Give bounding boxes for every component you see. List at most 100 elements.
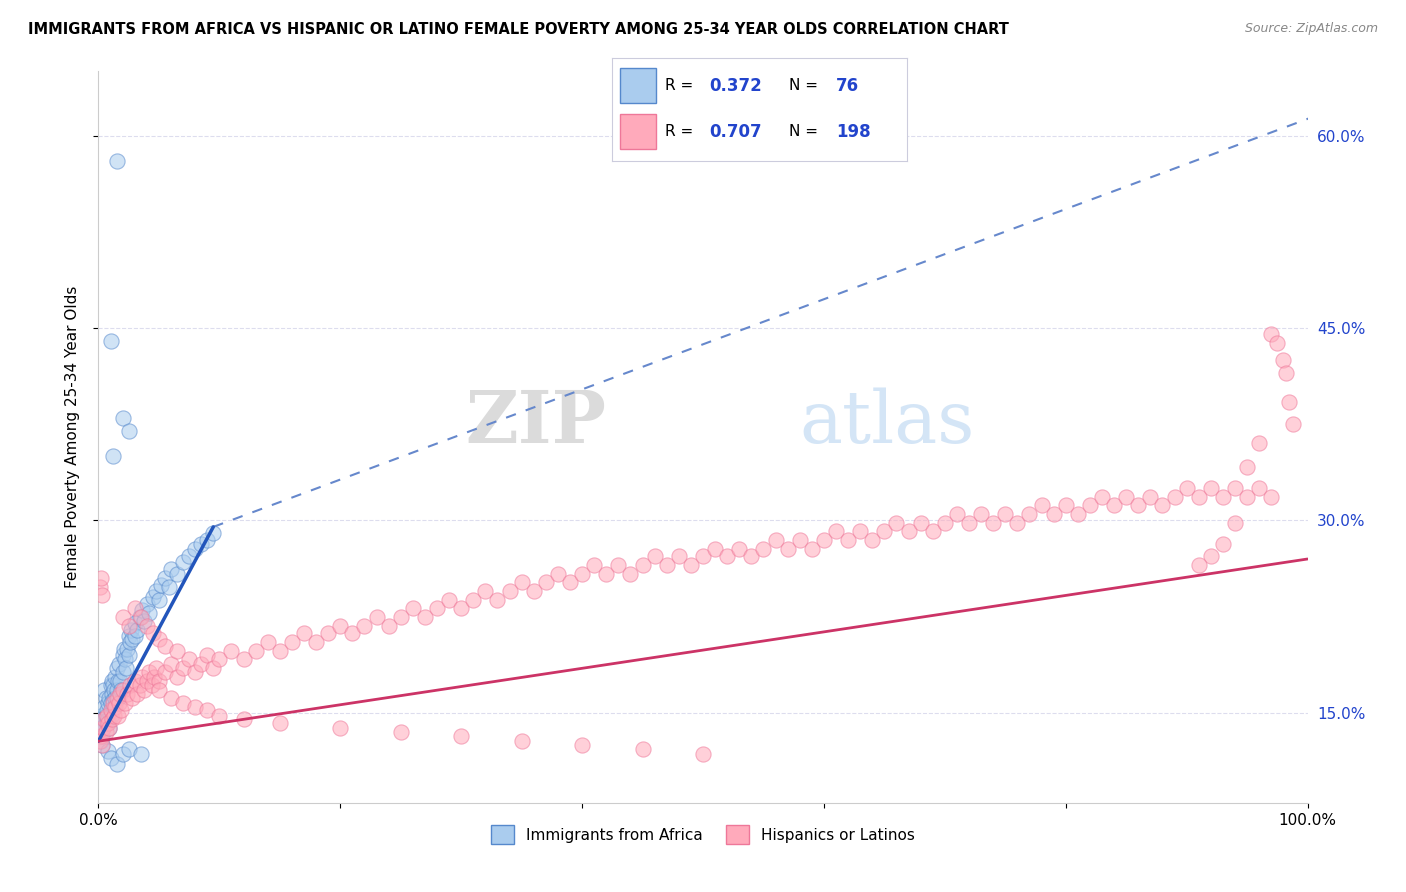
Point	[692, 549, 714, 564]
Point	[281, 635, 304, 649]
Point	[100, 678, 122, 692]
Point	[1078, 498, 1101, 512]
Point	[111, 665, 134, 679]
Point	[631, 742, 654, 756]
Point	[450, 729, 472, 743]
Point	[131, 670, 153, 684]
Point	[825, 524, 848, 538]
Point	[97, 712, 120, 726]
Point	[94, 708, 117, 723]
Point	[184, 541, 207, 556]
Point	[728, 541, 751, 556]
Point	[98, 722, 121, 736]
Point	[117, 687, 139, 701]
Point	[256, 635, 278, 649]
Point	[96, 716, 118, 731]
Point	[135, 673, 157, 688]
Point	[153, 571, 176, 585]
Point	[150, 577, 173, 591]
Point	[631, 558, 654, 573]
Point	[679, 558, 702, 573]
Text: 0.372: 0.372	[709, 77, 762, 95]
Point	[595, 567, 617, 582]
Point	[221, 644, 243, 658]
Text: 0.707: 0.707	[709, 123, 762, 141]
Point	[1236, 459, 1258, 474]
Point	[160, 690, 183, 705]
Point	[970, 507, 993, 521]
Point	[897, 524, 920, 538]
Point	[120, 623, 142, 637]
Point	[232, 652, 254, 666]
Point	[96, 708, 118, 723]
Point	[124, 629, 146, 643]
Point	[121, 690, 143, 705]
Point	[145, 584, 167, 599]
Point	[117, 641, 139, 656]
Point	[111, 609, 134, 624]
Bar	[620, 69, 655, 103]
Point	[910, 516, 932, 530]
Text: R =: R =	[665, 78, 697, 93]
Point	[195, 648, 218, 663]
Point	[426, 600, 449, 615]
Point	[100, 751, 122, 765]
Point	[1199, 482, 1222, 496]
Point	[111, 648, 134, 663]
Point	[112, 641, 135, 656]
Point	[474, 584, 496, 599]
Point	[886, 516, 908, 530]
Point	[93, 719, 115, 733]
Text: Source: ZipAtlas.com: Source: ZipAtlas.com	[1244, 22, 1378, 36]
Point	[166, 567, 188, 582]
Point	[118, 629, 141, 643]
Point	[1054, 498, 1077, 512]
Point	[789, 533, 811, 547]
Text: N =: N =	[789, 78, 823, 93]
Point	[127, 623, 149, 637]
Point	[101, 678, 124, 692]
Point	[413, 609, 436, 624]
Point	[118, 648, 141, 663]
Point	[202, 661, 225, 675]
Point	[547, 567, 569, 582]
Point	[1091, 491, 1114, 505]
Bar	[620, 114, 655, 149]
Point	[91, 738, 114, 752]
Point	[184, 699, 207, 714]
Point	[486, 593, 509, 607]
Point	[108, 687, 131, 701]
Point	[1163, 491, 1185, 505]
Point	[1188, 558, 1211, 573]
Point	[1139, 491, 1161, 505]
Point	[1212, 491, 1234, 505]
Point	[91, 729, 114, 743]
Point	[100, 703, 122, 717]
Point	[108, 673, 131, 688]
Point	[946, 507, 969, 521]
Point	[93, 712, 115, 726]
Point	[104, 690, 127, 705]
Point	[668, 549, 690, 564]
Text: ZIP: ZIP	[465, 387, 606, 458]
Point	[103, 682, 125, 697]
Point	[558, 575, 581, 590]
Point	[179, 652, 201, 666]
Point	[752, 541, 775, 556]
Point	[450, 600, 472, 615]
Point	[153, 665, 176, 679]
Point	[97, 716, 120, 731]
Point	[305, 635, 328, 649]
Point	[1249, 436, 1271, 450]
Point	[190, 536, 212, 550]
Point	[124, 600, 146, 615]
Point	[981, 516, 1004, 530]
Point	[101, 696, 124, 710]
Point	[353, 618, 375, 632]
Point	[111, 410, 134, 425]
Point	[190, 657, 212, 672]
Point	[104, 699, 127, 714]
Point	[105, 661, 128, 675]
Point	[148, 682, 170, 697]
Point	[1275, 366, 1298, 380]
